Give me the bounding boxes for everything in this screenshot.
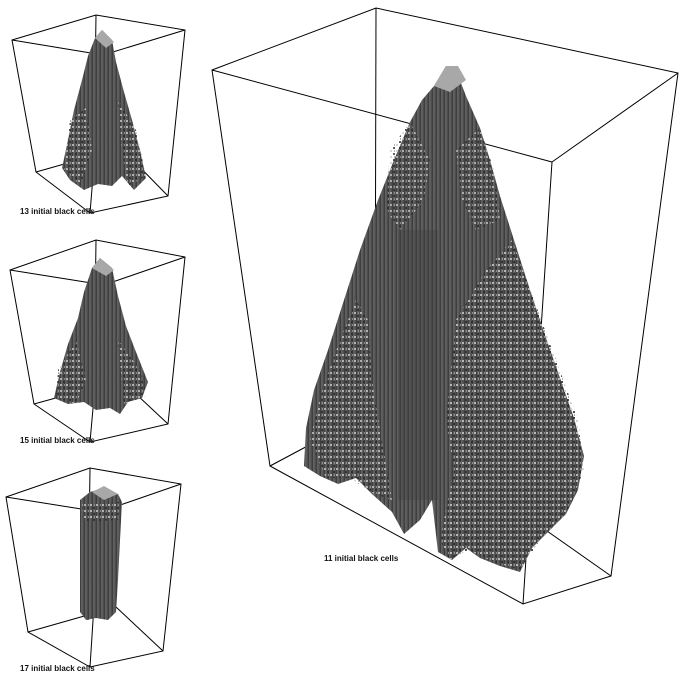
panel-15-caption: 15 initial black cells	[20, 436, 95, 445]
cell-column-mass	[62, 30, 146, 190]
panel-17-caption: 17 initial black cells	[20, 664, 95, 673]
panel-11-caption: 11 initial black cells	[324, 554, 399, 563]
panel-15-cells: 15 initial black cells	[9, 239, 186, 445]
cell-column-mass	[54, 258, 148, 414]
cell-column-mass	[80, 486, 122, 620]
cell-column-mass	[304, 66, 584, 572]
panel-13-caption: 13 initial black cells	[20, 207, 95, 216]
panel-11-cells: 11 initial black cells	[211, 7, 679, 605]
panel-13-cells: 13 initial black cells	[11, 14, 186, 216]
panel-17-cells: 17 initial black cells	[5, 467, 182, 673]
